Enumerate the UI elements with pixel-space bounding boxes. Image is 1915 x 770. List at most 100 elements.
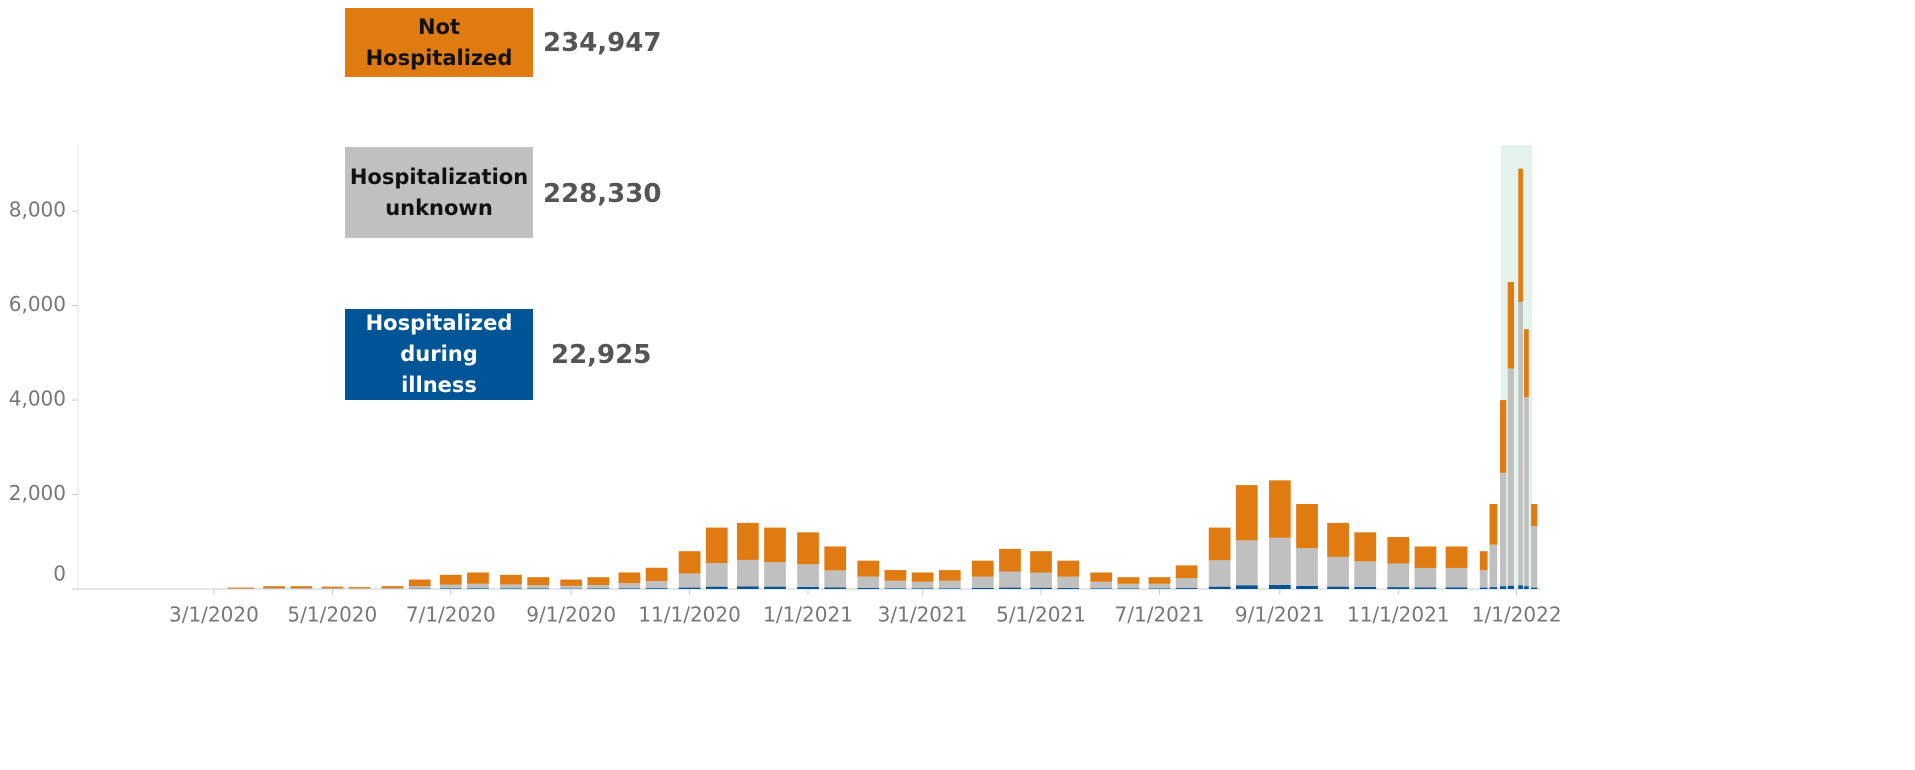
bar-segment bbox=[1030, 572, 1052, 588]
bar-segment bbox=[884, 570, 907, 581]
bar-segment bbox=[797, 586, 819, 589]
bar-segment bbox=[408, 579, 431, 587]
y-tick-label: 8,000 bbox=[9, 198, 66, 222]
bar-segment bbox=[1296, 548, 1318, 586]
bar-segment bbox=[618, 572, 641, 584]
bar-segment bbox=[1489, 587, 1498, 589]
bar-segment bbox=[1414, 587, 1437, 589]
bar-segment bbox=[1090, 581, 1113, 589]
bar-segment bbox=[1327, 522, 1349, 557]
bar-segment bbox=[1268, 537, 1291, 585]
bar-segment bbox=[678, 573, 701, 588]
bar-segment bbox=[824, 546, 847, 571]
bar-segment bbox=[1445, 546, 1468, 568]
bar-segment bbox=[1030, 551, 1052, 573]
bar-segment bbox=[971, 576, 994, 588]
bar-segment bbox=[999, 571, 1021, 588]
bar-segment bbox=[1500, 586, 1507, 589]
bar-segment bbox=[527, 577, 550, 586]
x-tick-label: 11/1/2021 bbox=[1347, 603, 1450, 627]
bar-segment bbox=[1387, 537, 1410, 564]
bar-segment bbox=[1235, 485, 1258, 541]
bar-segment bbox=[408, 586, 431, 589]
bar-segment bbox=[1354, 561, 1377, 587]
bar-segment bbox=[587, 577, 610, 585]
bar-segment bbox=[1489, 503, 1498, 545]
bar-segment bbox=[467, 572, 489, 584]
bar-segment bbox=[290, 586, 313, 589]
bar-segment bbox=[1387, 587, 1410, 589]
bar-segment bbox=[1090, 572, 1113, 582]
bar-segment bbox=[1500, 472, 1507, 587]
legend-total: 234,947 bbox=[543, 28, 662, 58]
bar-segment bbox=[618, 583, 641, 589]
bar-segment bbox=[1296, 585, 1318, 589]
bar-segment bbox=[1327, 586, 1349, 589]
bar-segment bbox=[439, 584, 462, 589]
x-tick-label: 7/1/2020 bbox=[406, 603, 496, 627]
bar-segment bbox=[1414, 567, 1437, 588]
y-tick-label: 0 bbox=[53, 562, 66, 586]
bar-segment bbox=[1507, 281, 1514, 369]
bar-segment bbox=[971, 587, 994, 589]
bar-segment bbox=[1531, 526, 1538, 588]
x-tick-label: 11/1/2020 bbox=[638, 603, 741, 627]
x-tick-label: 3/1/2020 bbox=[169, 603, 259, 627]
legend-total: 228,330 bbox=[543, 179, 662, 209]
x-tick-label: 5/1/2020 bbox=[287, 603, 377, 627]
bar-segment bbox=[971, 560, 994, 577]
bar-segment bbox=[1235, 540, 1258, 586]
bar-segment bbox=[263, 588, 285, 589]
bar-segment bbox=[764, 562, 786, 587]
legend-box: Not Hospitalized bbox=[345, 8, 533, 77]
bar-segment bbox=[587, 584, 610, 589]
bar-segment bbox=[1479, 587, 1488, 589]
x-tick-label: 3/1/2021 bbox=[878, 603, 968, 627]
bar-segment bbox=[1445, 587, 1468, 589]
bar-segment bbox=[736, 586, 759, 589]
bar-segment bbox=[1235, 585, 1258, 589]
legend-box: Hospitalized during illness bbox=[345, 309, 533, 400]
bar-segment bbox=[439, 574, 462, 585]
bar-segment bbox=[1479, 570, 1488, 588]
bar-segment bbox=[263, 586, 285, 589]
y-tick-label: 6,000 bbox=[9, 292, 66, 316]
bar-segment bbox=[1268, 584, 1291, 589]
bar-segment bbox=[1524, 329, 1529, 398]
bar-segment bbox=[500, 574, 522, 585]
bar-segment bbox=[381, 588, 404, 589]
x-tick-label: 1/1/2021 bbox=[763, 603, 853, 627]
bar-segment bbox=[321, 586, 344, 589]
bar-segment bbox=[439, 588, 462, 589]
bar-segment bbox=[824, 587, 847, 589]
bar-segment bbox=[500, 584, 522, 589]
bar-segment bbox=[1518, 585, 1523, 589]
bar-segment bbox=[1208, 527, 1231, 561]
bar-segment bbox=[678, 587, 701, 589]
bar-segment bbox=[797, 532, 819, 565]
legend-total: 22,925 bbox=[551, 340, 652, 370]
bar-segment bbox=[1175, 578, 1198, 589]
bar-segment bbox=[1148, 577, 1171, 584]
bar-segment bbox=[1296, 503, 1318, 549]
bar-segment bbox=[1208, 586, 1231, 589]
bar-segment bbox=[560, 585, 583, 589]
bar-segment bbox=[705, 563, 728, 587]
bar-segment bbox=[381, 586, 404, 589]
bar-segment bbox=[1489, 544, 1498, 588]
bar-segment bbox=[736, 559, 759, 587]
bar-segment bbox=[1057, 587, 1080, 589]
bar-segment bbox=[348, 587, 371, 589]
bar-segment bbox=[999, 548, 1021, 572]
bar-segment bbox=[1387, 563, 1410, 588]
legend-box: Hospitalization unknown bbox=[345, 147, 533, 238]
bar-segment bbox=[797, 564, 819, 587]
bar-segment bbox=[227, 587, 255, 589]
bar-segment bbox=[1117, 577, 1140, 584]
bar-segment bbox=[1030, 587, 1052, 589]
bar-segment bbox=[764, 527, 786, 563]
bar-segment bbox=[911, 581, 934, 589]
bar-segment bbox=[1524, 397, 1529, 587]
bar-segment bbox=[736, 522, 759, 560]
